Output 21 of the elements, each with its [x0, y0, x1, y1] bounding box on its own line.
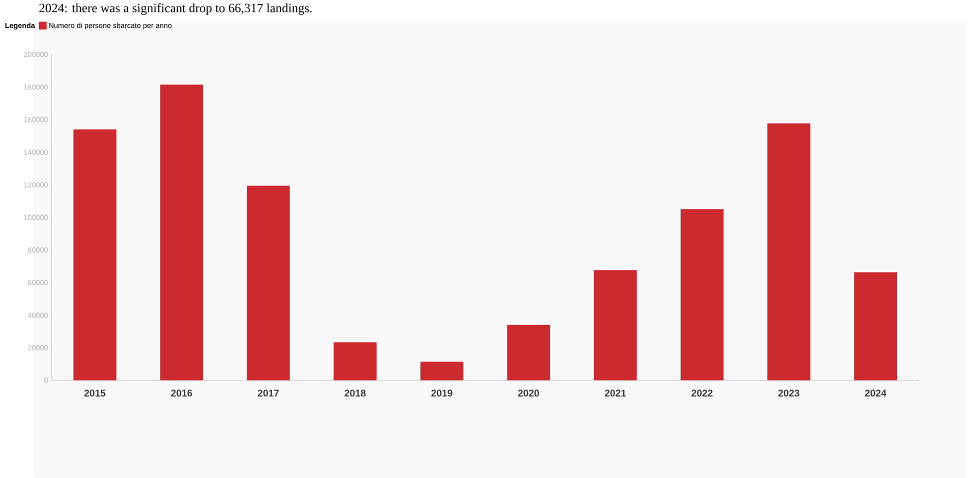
bar	[73, 129, 116, 380]
x-tick-label: 2019	[431, 390, 452, 397]
x-tick-label: 2022	[692, 390, 713, 397]
bar	[420, 362, 464, 380]
bar	[854, 272, 898, 380]
x-tick-label: 2023	[778, 390, 800, 397]
x-tick-label: 2020	[518, 390, 540, 397]
bar	[594, 270, 637, 380]
text: 2024: there was a significant drop to 66,317 landings.	[39, 3, 312, 15]
bar	[507, 324, 550, 380]
bar	[160, 84, 204, 380]
bar	[334, 342, 377, 380]
bar	[767, 123, 810, 380]
x-tick-label: 2016	[171, 390, 192, 397]
x-tick-label: 2018	[344, 390, 366, 397]
bar	[246, 186, 290, 380]
x-tick-label: 2017	[258, 390, 279, 397]
x-tick-label: 2024	[865, 390, 886, 397]
bar	[680, 209, 724, 380]
x-tick-label: 2021	[604, 390, 626, 397]
x-tick-label: 2015	[84, 390, 106, 397]
